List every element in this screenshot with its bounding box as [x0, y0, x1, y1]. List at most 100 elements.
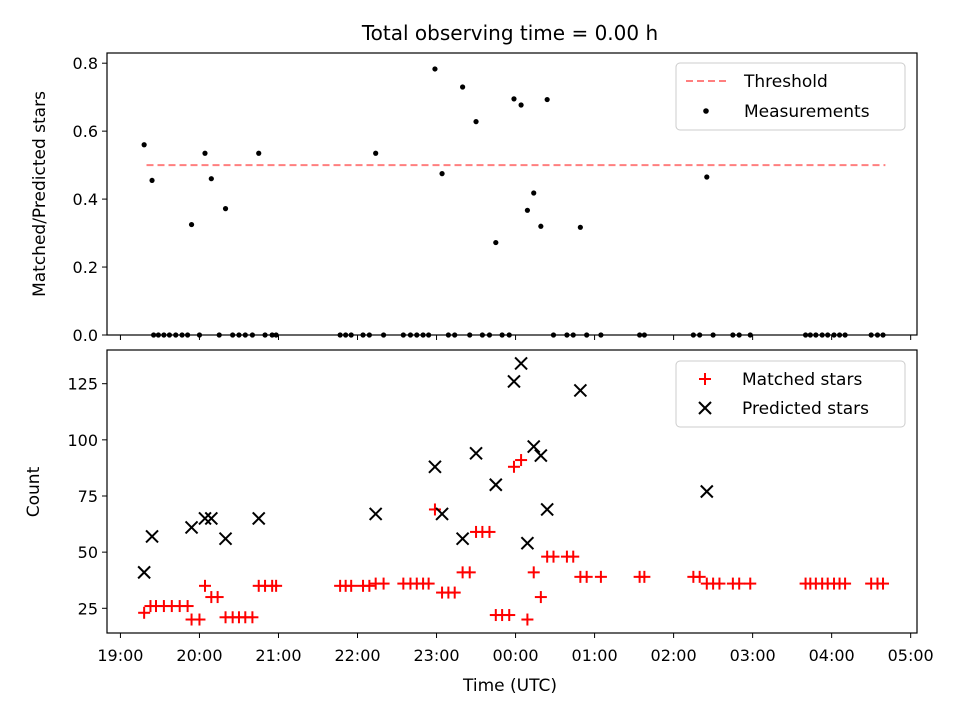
measurement-point	[432, 66, 438, 72]
predicted-star-marker	[489, 478, 503, 492]
matched-star-marker	[138, 606, 151, 619]
bottom-legend-box	[675, 360, 906, 428]
predicted-star-marker	[527, 439, 541, 454]
measurement-point	[577, 224, 583, 230]
measurement-point	[149, 177, 155, 184]
matched-star-marker	[534, 591, 547, 604]
x-tick-label: 22:00	[334, 646, 380, 665]
matched-star-marker	[693, 570, 706, 583]
matched-star-marker	[521, 613, 534, 626]
matched-star-marker	[744, 577, 757, 590]
legend-label-measurements: Measurements	[744, 102, 870, 122]
matched-star-marker	[246, 611, 259, 624]
measurement-point	[460, 84, 466, 90]
bottom-y-tick-label: 50	[78, 543, 98, 562]
measurement-point	[208, 176, 214, 182]
predicted-star-marker	[428, 460, 442, 474]
top-y-tick-label: 0.0	[73, 326, 98, 345]
matched-star-marker	[594, 570, 607, 583]
matched-star-marker	[198, 579, 211, 592]
matched-star-marker	[377, 577, 390, 590]
predicted-star-marker	[368, 507, 383, 521]
top-axes-frame	[106, 52, 918, 336]
bottom-y-axis-label: Count	[24, 466, 44, 517]
matched-star-marker	[839, 577, 852, 590]
top-y-axis-label: Matched/Predicted stars	[30, 91, 50, 297]
measurement-point	[373, 150, 379, 156]
x-tick-label: 01:00	[572, 646, 618, 665]
matched-star-marker	[211, 591, 224, 604]
predicted-star-marker	[520, 536, 535, 550]
top-y-tick-label: 0.4	[73, 190, 98, 209]
x-tick-label: 02:00	[651, 646, 697, 665]
top-y-tick-label: 0.8	[73, 54, 98, 73]
x-tick-label: 04:00	[809, 646, 855, 665]
matched-star-marker	[567, 550, 580, 563]
chart-title: Total observing time = 0.00 h	[361, 21, 658, 45]
matched-star-marker	[527, 566, 540, 579]
matched-star-marker	[507, 460, 520, 473]
measurement-point	[473, 119, 479, 125]
predicted-star-marker	[514, 356, 528, 371]
matched-star-marker	[270, 579, 283, 592]
x-tick-label: 00:00	[493, 646, 539, 665]
measurement-point	[544, 96, 550, 103]
predicted-star-marker	[435, 507, 449, 521]
count-plot-area	[137, 356, 890, 626]
predicted-star-marker	[455, 531, 470, 546]
matched-star-marker	[733, 577, 746, 590]
matched-legend-swatch	[699, 373, 711, 385]
legend-label-matched: Matched stars	[742, 370, 862, 390]
matched-star-marker	[422, 577, 435, 590]
matched-star-marker	[503, 609, 516, 622]
top-legend-box	[675, 62, 906, 131]
matched-star-marker	[713, 577, 726, 590]
x-tick-label: 23:00	[413, 646, 459, 665]
measurement-point	[704, 174, 710, 180]
bottom-y-tick-label: 75	[78, 487, 98, 506]
top-y-tick-label: 0.6	[73, 122, 98, 141]
bottom-y-tick-label: 25	[78, 599, 98, 618]
predicted-star-marker	[184, 520, 199, 535]
measurement-point	[524, 207, 531, 213]
predicted-star-marker	[700, 484, 714, 499]
matched-star-marker	[547, 550, 560, 563]
matched-star-marker	[638, 570, 651, 583]
predicted-star-marker	[137, 565, 151, 580]
legend-label-threshold: Threshold	[743, 72, 828, 92]
measurement-point	[511, 96, 517, 102]
matched-star-marker	[448, 586, 461, 599]
matched-star-marker	[345, 579, 358, 592]
bottom-axes-frame	[106, 349, 918, 634]
predicted-star-marker	[145, 529, 159, 544]
top-axis-ticks: 0.0 0.2 0.4 0.6 0.8	[73, 54, 912, 345]
x-tick-label: 20:00	[176, 646, 222, 665]
predicted-star-marker	[198, 511, 212, 526]
measurement-point	[222, 206, 229, 212]
measurement-point	[256, 150, 262, 156]
ratio-panel: Total observing time = 0.00 h Matched/Pr…	[30, 21, 918, 345]
measurement-point	[518, 102, 524, 108]
matched-star-marker	[515, 454, 528, 467]
matched-star-marker	[877, 577, 890, 590]
predicted-star-marker	[534, 448, 548, 463]
predicted-star-marker	[252, 511, 266, 526]
matched-star-marker	[363, 579, 376, 592]
matched-star-marker	[580, 570, 593, 583]
top-y-tick-label: 0.2	[73, 258, 98, 277]
x-axis-label: Time (UTC)	[462, 676, 557, 696]
predicted-legend-swatch	[698, 401, 712, 415]
measurements-legend-swatch	[703, 108, 709, 114]
top-legend: Threshold Measurements	[675, 62, 906, 131]
measurement-point	[538, 223, 544, 229]
bottom-legend: Matched stars Predicted stars	[675, 360, 906, 428]
matched-star-marker	[193, 613, 206, 626]
bottom-y-tick-label: 125	[67, 375, 98, 394]
predicted-star-marker	[540, 502, 554, 517]
measurement-point	[141, 142, 147, 148]
x-tick-label: 05:00	[888, 646, 934, 665]
measurement-point	[493, 239, 499, 246]
legend-label-predicted: Predicted stars	[742, 399, 869, 419]
measurement-point	[531, 190, 537, 196]
measurement-point	[188, 221, 195, 228]
